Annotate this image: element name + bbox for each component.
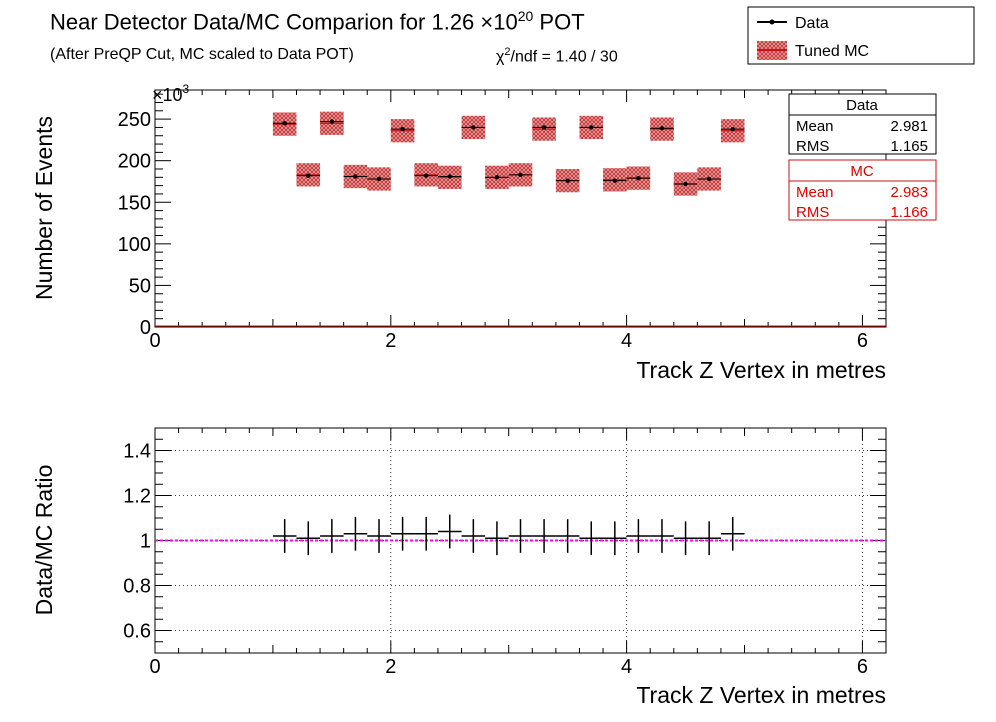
top-x-tick-label: 2	[385, 330, 396, 352]
ratio-x-tick-label: 2	[385, 656, 396, 678]
chi2-label: χ2/ndf = 1.40 / 30	[496, 46, 618, 66]
top-y-tick-label: 250	[118, 109, 151, 131]
data-point	[730, 126, 735, 132]
stats-data-rms-value: 1.165	[890, 138, 928, 155]
data-points	[272, 119, 745, 187]
data-point	[589, 125, 594, 130]
data-point	[329, 119, 335, 124]
ratio-y-tick-label: 1.2	[123, 486, 151, 508]
chart-title: Near Detector Data/MC Comparion for 1.26…	[50, 8, 585, 35]
ratio-plot: 0 2 4 6 0.6 0.8 1 1.2 1.4 Track Z Vertex in metr…	[31, 427, 887, 708]
ratio-axis-ticks: 0 2 4 6 0.6 0.8 1 1.2 1.4	[123, 427, 887, 678]
top-y-multiplier: ×103	[152, 82, 190, 105]
top-y-tick-label: 0	[140, 317, 151, 339]
ratio-y-axis-label: Data/MC Ratio	[31, 465, 57, 616]
data-point	[612, 178, 618, 183]
top-y-tick-label: 200	[118, 151, 151, 173]
data-point	[518, 172, 523, 178]
stats-mc-mean-value: 2.983	[890, 184, 928, 201]
data-point	[423, 173, 429, 178]
legend-mc-label: Tuned MC	[795, 43, 869, 60]
data-point	[565, 178, 570, 183]
top-x-axis-label: Track Z Vertex in metres	[636, 357, 886, 383]
data-point	[282, 121, 287, 126]
top-plot: 0 2 4 6 0 50 100 150 200 250 ×103 Track Z Vertex …	[31, 82, 887, 383]
stats-mc-mean-label: Mean	[796, 184, 834, 201]
data-point	[683, 181, 688, 187]
top-x-tick-label: 0	[149, 330, 160, 352]
top-plot-frame	[154, 89, 887, 328]
data-point	[706, 176, 712, 182]
top-x-tick-label: 4	[621, 330, 632, 352]
ratio-points	[272, 514, 745, 556]
stats-mc-rms-value: 1.166	[890, 204, 928, 221]
data-point	[376, 176, 382, 182]
stats-data-rms-label: RMS	[796, 138, 829, 155]
top-y-tick-label: 100	[118, 234, 151, 256]
data-point	[306, 173, 311, 178]
top-axis-ticks: 0 2 4 6 0 50 100 150 200 250	[118, 90, 887, 352]
data-point	[541, 125, 547, 130]
ratio-y-tick-label: 1	[140, 531, 151, 553]
legend-data-marker-icon	[769, 19, 775, 25]
chart-subtitle: (After PreQP Cut, MC scaled to Data POT)	[50, 46, 354, 63]
stats-box-data: Data Mean 2.981 RMS 1.165	[788, 93, 937, 155]
ratio-y-tick-label: 0.6	[123, 621, 151, 643]
stats-data-mean-label: Mean	[796, 118, 834, 135]
data-point	[659, 126, 665, 131]
ratio-y-tick-label: 0.8	[123, 576, 151, 598]
data-point	[400, 126, 405, 132]
top-y-tick-label: 50	[129, 275, 151, 297]
stats-data-title: Data	[846, 97, 878, 114]
stats-mc-rms-label: RMS	[796, 204, 829, 221]
data-point	[447, 174, 452, 179]
top-x-tick-label: 6	[857, 330, 868, 352]
stats-mc-title: MC	[850, 163, 873, 180]
top-y-axis-label: Number of Events	[31, 116, 57, 300]
stats-box-mc: MC Mean 2.983 RMS 1.166	[788, 159, 937, 221]
ratio-x-tick-label: 0	[149, 656, 160, 678]
legend-data-label: Data	[795, 15, 829, 32]
data-point	[471, 125, 476, 130]
ratio-x-tick-label: 6	[857, 656, 868, 678]
ratio-x-tick-label: 4	[621, 656, 632, 678]
data-point	[494, 175, 500, 180]
data-point	[353, 174, 358, 179]
legend: Data Tuned MC	[747, 6, 975, 65]
stats-data-mean-value: 2.981	[890, 118, 928, 135]
ratio-x-axis-label: Track Z Vertex in metres	[636, 682, 886, 708]
ratio-y-tick-label: 1.4	[123, 441, 151, 463]
data-point	[636, 175, 641, 181]
top-y-tick-label: 150	[118, 192, 151, 214]
